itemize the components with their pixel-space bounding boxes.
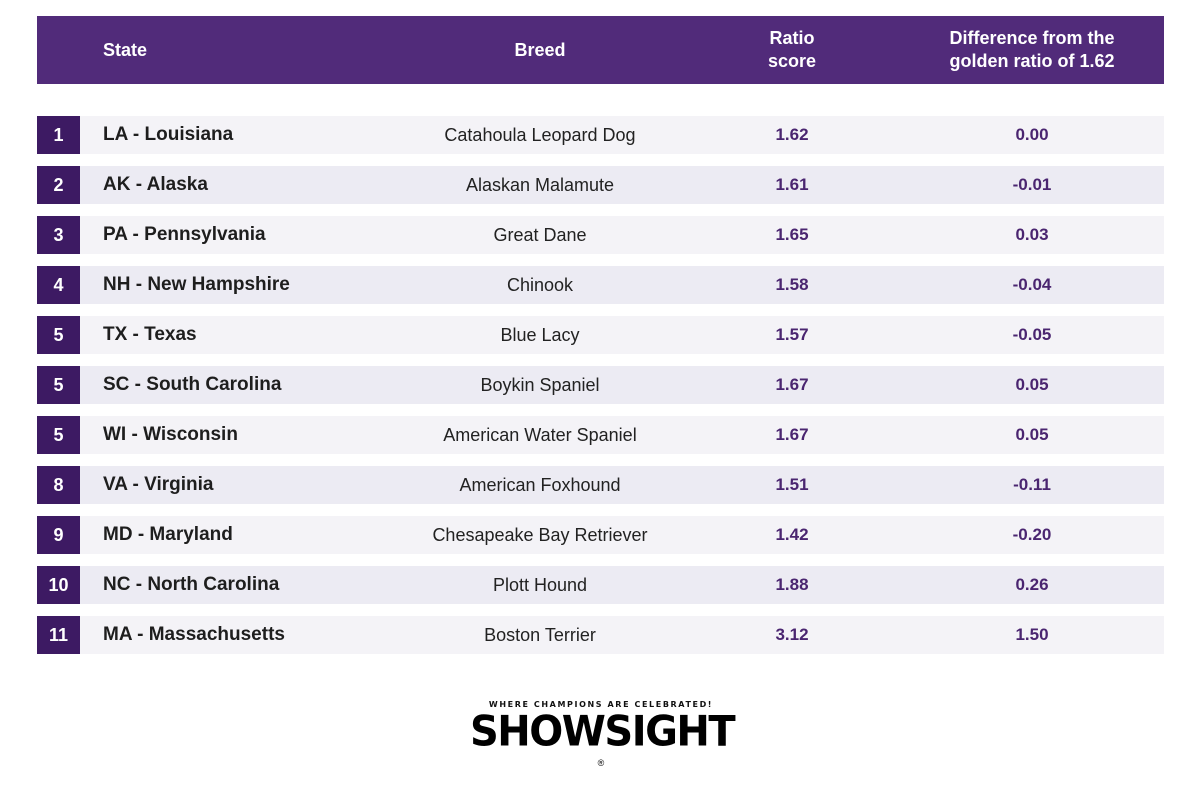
logo-tagline: WHERE CHAMPIONS ARE CELEBRATED!	[488, 700, 714, 709]
state-cell: MA - Massachusetts	[103, 624, 285, 645]
header-difference: Difference from the golden ratio of 1.62	[907, 16, 1157, 84]
header-diff-line1: Difference from the	[949, 28, 1115, 48]
difference-cell: 0.05	[1015, 425, 1049, 444]
ratio-cell: 1.88	[775, 575, 809, 594]
rank-badge: 9	[37, 516, 80, 554]
difference-cell: -0.01	[1012, 175, 1052, 194]
state-cell: VA - Virginia	[103, 474, 214, 495]
ratio-cell: 1.42	[775, 525, 809, 544]
ratio-cell: 1.57	[775, 325, 809, 344]
ratio-cell: 1.67	[775, 375, 809, 394]
rank-badge: 1	[37, 116, 80, 154]
state-cell: NH - New Hampshire	[103, 274, 290, 295]
rank-badge: 5	[37, 416, 80, 454]
breed-cell: Boykin Spaniel	[480, 374, 600, 395]
header-diff-line2: golden ratio of 1.62	[949, 51, 1115, 71]
table-header: State Breed Ratio score Difference from …	[37, 16, 1164, 84]
breed-cell: Boston Terrier	[484, 624, 596, 645]
difference-cell: -0.04	[1012, 275, 1052, 294]
breed-cell: Alaskan Malamute	[465, 174, 615, 195]
state-cell: PA - Pennsylvania	[103, 224, 266, 245]
breed-cell: American Water Spaniel	[443, 424, 637, 445]
registered-mark: ®	[597, 758, 605, 768]
ranking-table: State Breed Ratio score Difference from …	[37, 16, 1164, 666]
rank-badge: 4	[37, 266, 80, 304]
breed-cell: Plott Hound	[492, 574, 588, 595]
ratio-cell: 1.67	[775, 425, 809, 444]
ratio-cell: 1.65	[775, 225, 809, 244]
state-cell: NC - North Carolina	[103, 574, 280, 595]
table-body: 1 LA - Louisiana Catahoula Leopard Dog 1…	[37, 116, 1164, 654]
state-cell: WI - Wisconsin	[103, 424, 238, 445]
table-row: 1 LA - Louisiana Catahoula Leopard Dog 1…	[37, 116, 1164, 154]
breed-cell: Blue Lacy	[500, 324, 580, 345]
showsight-logo: WHERE CHAMPIONS ARE CELEBRATED! SHOWSIGH…	[470, 700, 736, 772]
table-row: 4 NH - New Hampshire Chinook 1.58 -0.04	[37, 266, 1164, 304]
table-row: 9 MD - Maryland Chesapeake Bay Retriever…	[37, 516, 1164, 554]
ratio-cell: 1.62	[775, 125, 809, 144]
ratio-cell: 3.12	[775, 625, 809, 644]
breed-cell: Catahoula Leopard Dog	[444, 124, 636, 145]
difference-cell: 0.00	[1015, 125, 1049, 144]
table-row: 10 NC - North Carolina Plott Hound 1.88 …	[37, 566, 1164, 604]
rank-badge: 10	[37, 566, 80, 604]
logo-wordmark: SHOWSIGHT	[470, 707, 736, 757]
table-row: 11 MA - Massachusetts Boston Terrier 3.1…	[37, 616, 1164, 654]
state-cell: AK - Alaska	[103, 174, 208, 195]
header-ratio-line1: Ratio	[769, 28, 815, 48]
difference-cell: 1.50	[1015, 625, 1049, 644]
difference-cell: -0.05	[1012, 325, 1052, 344]
rank-badge: 5	[37, 366, 80, 404]
breed-cell: Chinook	[506, 274, 574, 295]
difference-cell: 0.26	[1015, 575, 1049, 594]
ratio-cell: 1.61	[775, 175, 809, 194]
difference-cell: 0.05	[1015, 375, 1049, 394]
state-cell: SC - South Carolina	[103, 374, 282, 395]
ratio-cell: 1.51	[775, 475, 809, 494]
table-row: 5 WI - Wisconsin American Water Spaniel …	[37, 416, 1164, 454]
rank-badge: 3	[37, 216, 80, 254]
ratio-cell: 1.58	[775, 275, 809, 294]
breed-cell: Great Dane	[493, 224, 587, 245]
breed-cell: Chesapeake Bay Retriever	[432, 524, 648, 545]
table-row: 8 VA - Virginia American Foxhound 1.51 -…	[37, 466, 1164, 504]
header-state: State	[103, 39, 148, 60]
header-ratio-score: Ratio score	[737, 16, 847, 84]
state-cell: MD - Maryland	[103, 524, 233, 545]
rank-badge: 2	[37, 166, 80, 204]
rank-badge: 5	[37, 316, 80, 354]
breed-cell: American Foxhound	[459, 474, 621, 495]
header-breed: Breed	[514, 39, 566, 60]
difference-cell: 0.03	[1015, 225, 1049, 244]
table-row: 3 PA - Pennsylvania Great Dane 1.65 0.03	[37, 216, 1164, 254]
table-row: 5 SC - South Carolina Boykin Spaniel 1.6…	[37, 366, 1164, 404]
state-cell: LA - Louisiana	[103, 124, 234, 145]
state-cell: TX - Texas	[103, 324, 197, 345]
rank-badge: 8	[37, 466, 80, 504]
difference-cell: -0.11	[1013, 475, 1051, 494]
rank-badge: 11	[37, 616, 80, 654]
table-row: 5 TX - Texas Blue Lacy 1.57 -0.05	[37, 316, 1164, 354]
difference-cell: -0.20	[1012, 525, 1052, 544]
header-ratio-line2: score	[767, 51, 817, 71]
table-row: 2 AK - Alaska Alaskan Malamute 1.61 -0.0…	[37, 166, 1164, 204]
